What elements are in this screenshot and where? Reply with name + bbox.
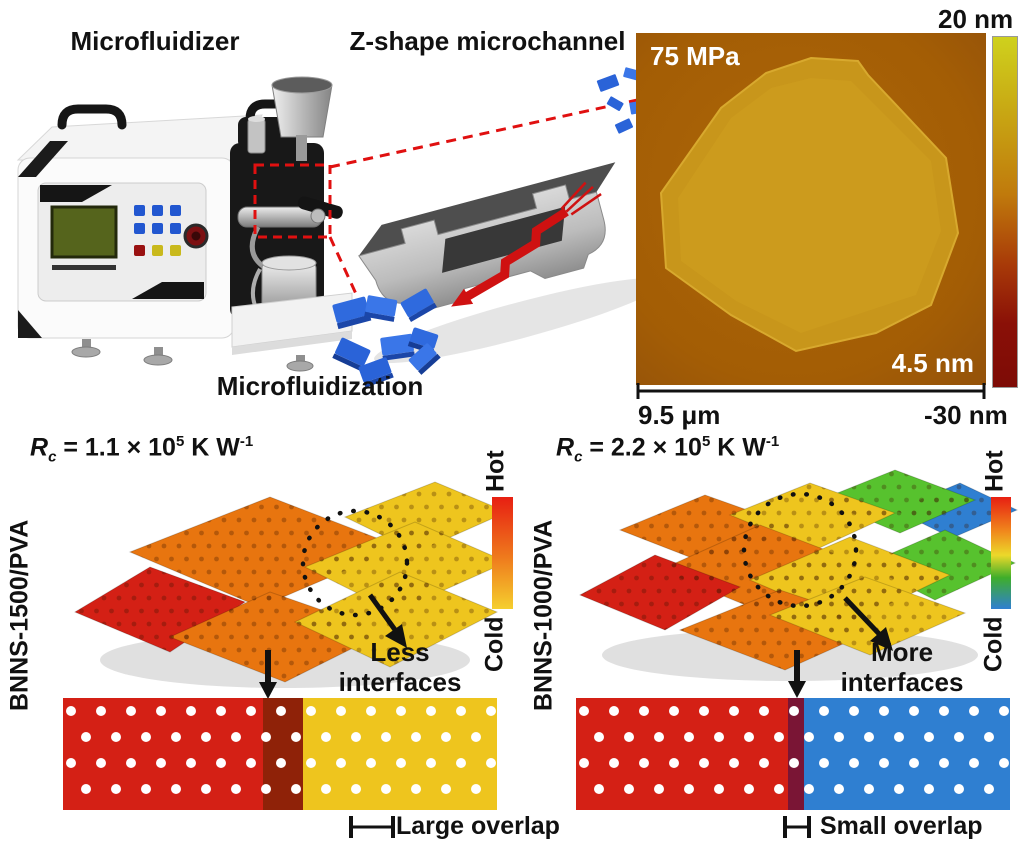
interfaces-annotation-right: More interfaces xyxy=(840,637,964,697)
rc-formula-right: Rc = 2.2 × 105 K W-1 xyxy=(556,433,780,466)
large-nanosheet-flakes xyxy=(332,288,441,388)
microfluidizer-machine xyxy=(16,76,353,372)
z-channel-red-flow xyxy=(451,181,602,307)
zoom-highlight-box xyxy=(253,163,332,239)
lattice-strip-left xyxy=(63,698,497,810)
lattice-strip-right xyxy=(576,698,1010,810)
temperature-colorbar-right xyxy=(991,497,1011,609)
overlap-callout-right: Small overlap xyxy=(782,812,983,841)
afm-colorbar-min: -30 nm xyxy=(924,400,1008,430)
overlap-dimension-marker-left xyxy=(349,815,395,838)
dotted-circle-right xyxy=(741,491,859,609)
machine-handle-left xyxy=(57,104,127,130)
top-illustration xyxy=(16,67,660,388)
sample-label-right: BNNS-1000/PVA xyxy=(529,519,558,711)
afm-colorbar xyxy=(992,36,1018,388)
sample-label-left: BNNS-1500/PVA xyxy=(5,519,34,711)
dotted-circle-left xyxy=(300,508,410,618)
cold-label-right: Cold xyxy=(979,616,1008,672)
afm-scalebar xyxy=(636,383,986,399)
dashed-leader-lines xyxy=(328,97,643,308)
hot-label-left: Hot xyxy=(481,450,510,492)
down-arrow-left xyxy=(259,650,277,699)
microfluidization-label: Microfluidization xyxy=(216,371,424,401)
rc-formula-left: Rc = 1.1 × 105 K W-1 xyxy=(30,433,254,466)
overlap-dimension-marker-right xyxy=(783,815,811,838)
annotation-arrow-right xyxy=(843,596,893,651)
afm-flake-graphic xyxy=(659,56,960,353)
channel-cavity xyxy=(442,206,566,273)
afm-image: 75 MPa 4.5 nm xyxy=(636,33,986,385)
afm-thickness-label: 4.5 nm xyxy=(891,348,974,378)
machine-strap xyxy=(18,141,68,177)
temperature-colorbar-left xyxy=(492,497,513,609)
afm-colorbar-max: 20 nm xyxy=(938,4,1014,34)
machine-feet xyxy=(71,339,314,372)
interfaces-annotation-left: Less interfaces xyxy=(338,637,462,697)
hot-label-right: Hot xyxy=(980,450,1009,492)
lcd-screen xyxy=(50,205,118,259)
overlap-label-left: Large overlap xyxy=(396,812,560,840)
keypad xyxy=(134,205,181,256)
afm-pressure-label: 75 MPa xyxy=(650,41,740,71)
nanosheet-stack-right xyxy=(578,469,1019,698)
down-arrow-right xyxy=(788,650,806,698)
z-channel-title: Z-shape microchannel xyxy=(349,26,626,56)
overlap-callout-left: Large overlap xyxy=(348,812,560,841)
afm-scalebar-label: 9.5 μm xyxy=(638,400,721,430)
microfluidizer-title: Microfluidizer xyxy=(70,26,240,56)
annotation-arrow-left xyxy=(367,593,407,648)
nanosheet-stack-left xyxy=(73,481,509,699)
cold-label-left: Cold xyxy=(480,616,509,672)
overlap-label-right: Small overlap xyxy=(820,812,983,840)
z-channel-block xyxy=(357,162,660,364)
